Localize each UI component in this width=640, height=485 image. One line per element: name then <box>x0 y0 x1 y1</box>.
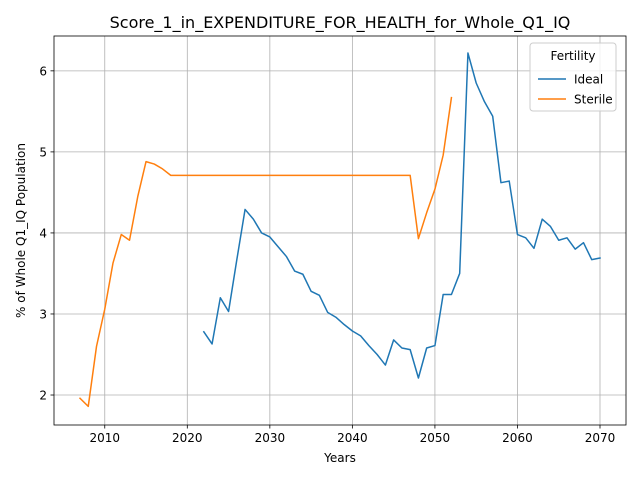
x-tick-label: 2060 <box>502 431 533 445</box>
x-axis-label: Years <box>323 451 356 465</box>
y-tick-label: 6 <box>39 64 47 78</box>
legend: Fertility Ideal Sterile <box>530 43 616 111</box>
legend-label-ideal: Ideal <box>574 73 603 87</box>
x-tick-label: 2010 <box>89 431 120 445</box>
x-tick-label: 2070 <box>585 431 616 445</box>
y-tick-label: 5 <box>39 145 47 159</box>
x-tick-label: 2040 <box>337 431 368 445</box>
legend-label-sterile: Sterile <box>574 93 613 107</box>
y-axis-label: % of Whole Q1_IQ Population <box>14 143 28 318</box>
y-tick-label: 2 <box>39 389 47 403</box>
chart-title: Score_1_in_EXPENDITURE_FOR_HEALTH_for_Wh… <box>110 13 571 33</box>
x-tick-label: 2020 <box>172 431 203 445</box>
y-tick-label: 4 <box>39 226 47 240</box>
legend-title: Fertility <box>550 49 595 63</box>
x-tick-label: 2030 <box>255 431 286 445</box>
y-tick-label: 3 <box>39 307 47 321</box>
x-tick-label: 2050 <box>420 431 451 445</box>
